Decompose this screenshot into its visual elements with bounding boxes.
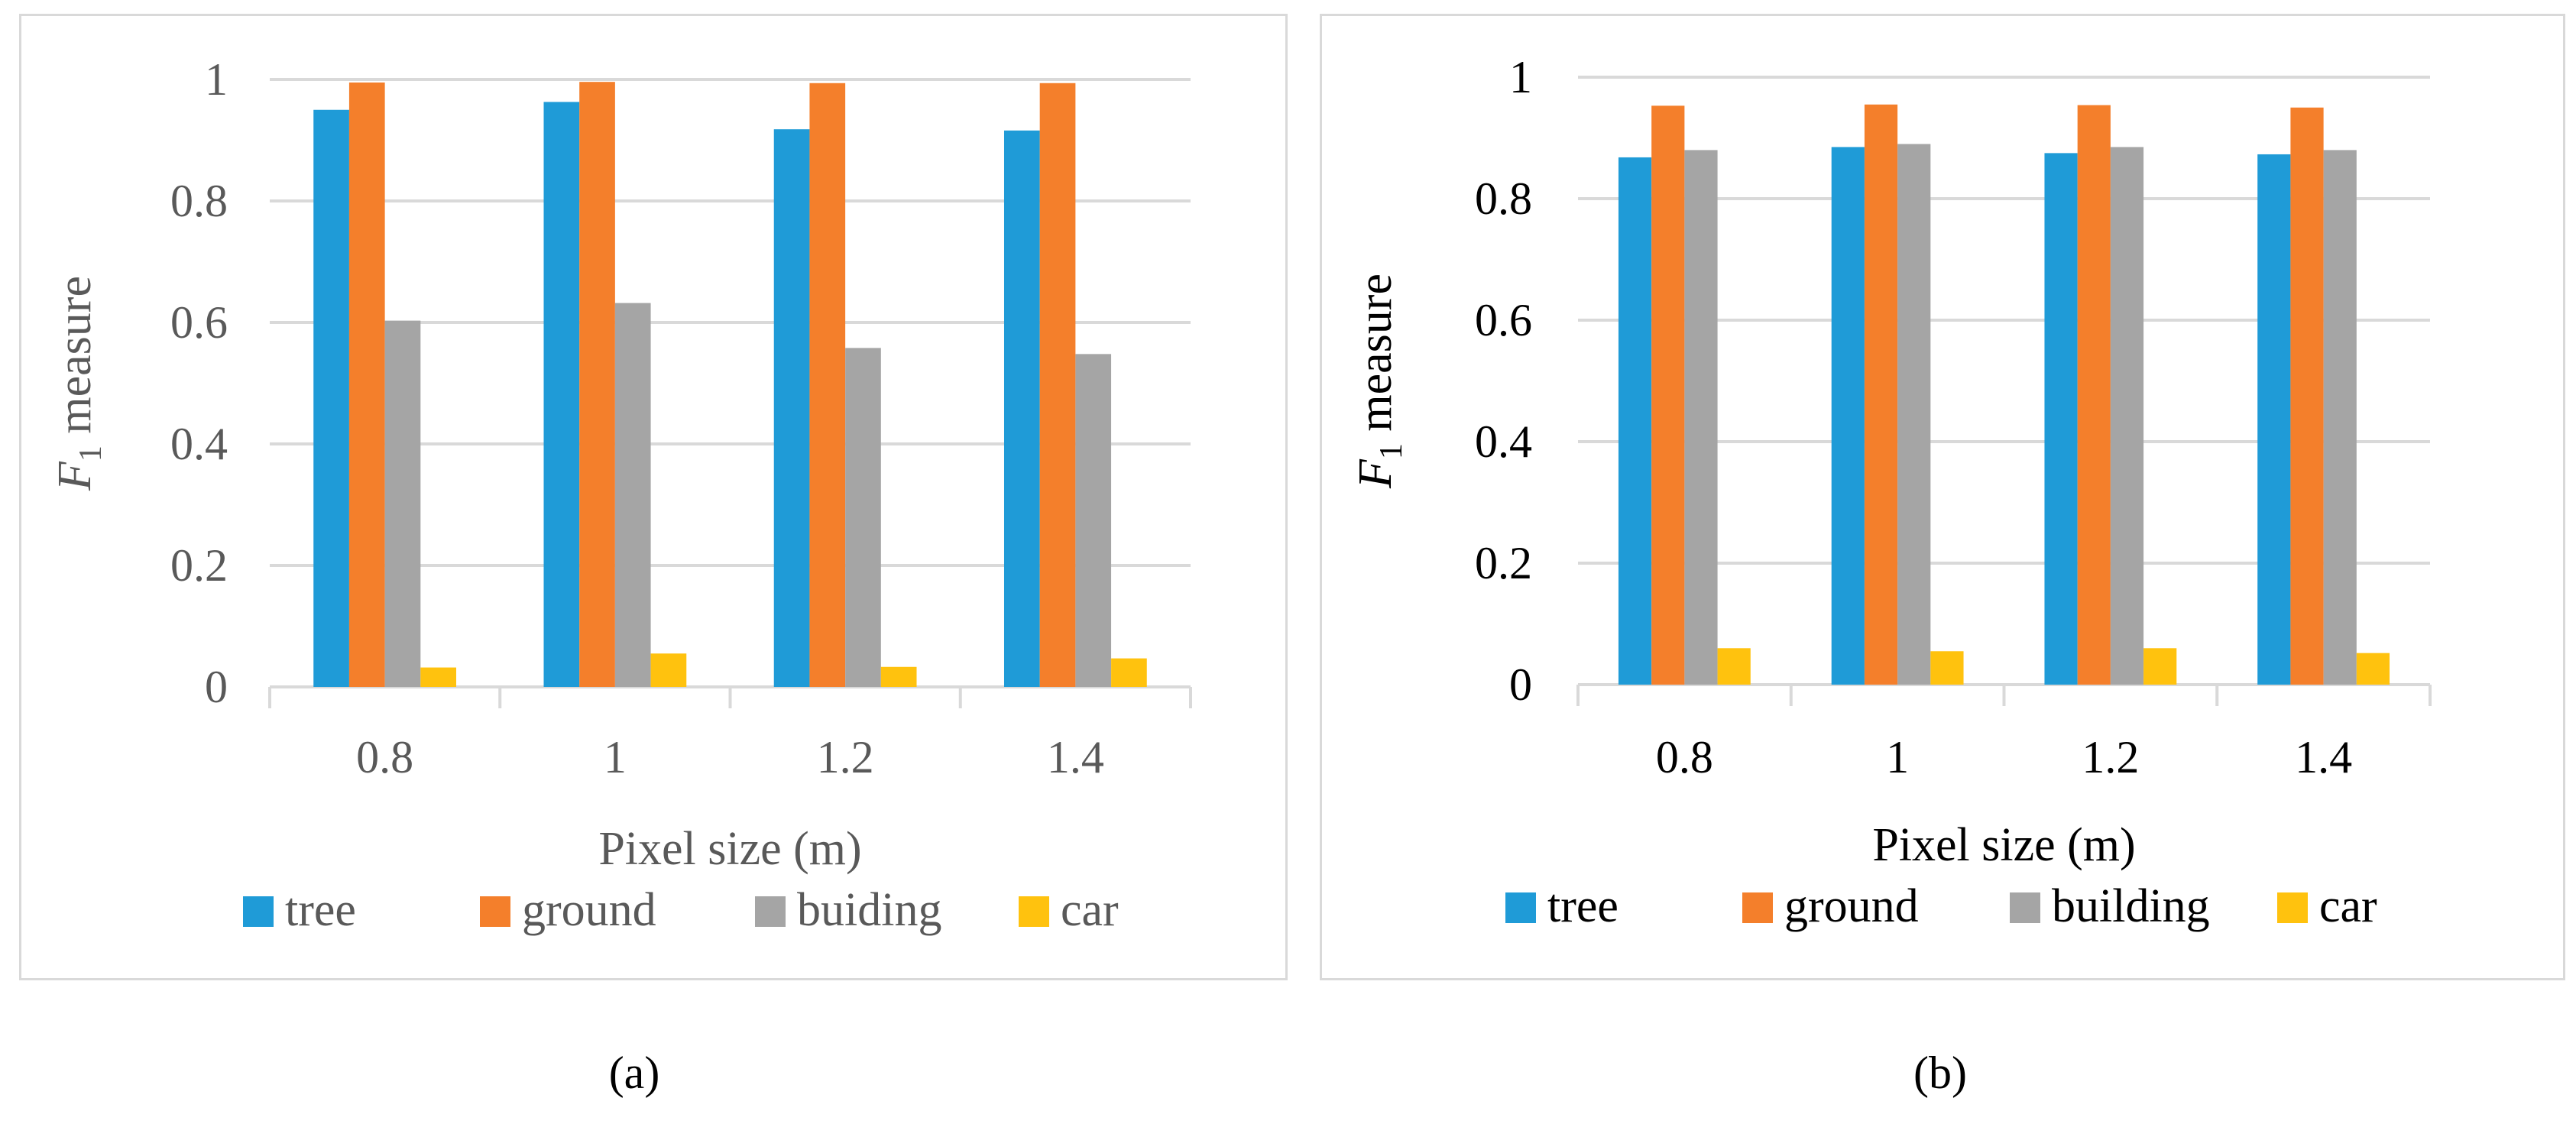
y-axis-label: F1 measure	[49, 276, 109, 491]
bar-tree-0.8	[1618, 157, 1652, 685]
legend-swatch-car	[1019, 896, 1049, 927]
legend-label-tree: tree	[285, 884, 356, 936]
x-tick-label: 1.4	[2295, 732, 2352, 782]
legend-swatch-building	[2010, 892, 2040, 923]
bar-tree-1.4	[2257, 154, 2291, 685]
bar-ground-1.2	[809, 83, 846, 687]
bar-tree-1.2	[2044, 153, 2078, 685]
y-tick-label: 0.6	[1475, 295, 1532, 345]
y-axis-label-text: measure	[1350, 274, 1401, 443]
bar-ground-0.8	[1651, 105, 1685, 685]
bar-car-1.2	[880, 666, 917, 687]
legend-swatch-buiding	[755, 896, 786, 927]
y-tick-label: 0.8	[1475, 173, 1532, 224]
legend-label-building: building	[2052, 880, 2210, 932]
bar-buiding-1.4	[1075, 354, 1112, 687]
bar-tree-1.2	[773, 129, 810, 687]
y-tick-label: 1	[205, 54, 228, 105]
bar-ground-1.4	[1039, 83, 1076, 687]
y-axis-label-subscript: 1	[1374, 443, 1409, 459]
y-tick-label: 0.2	[1475, 538, 1532, 588]
legend-swatch-ground	[480, 896, 510, 927]
legend-label-car: car	[1061, 884, 1119, 936]
x-tick-label: 1.2	[817, 732, 874, 782]
y-axis-label-text: measure	[49, 276, 101, 445]
chart-panel-a: 0 0.2 0.4 0.6 0.8 1 0.8 1 1.2 1.4 Pixel size (m) F1…	[19, 14, 1288, 980]
bar-building-1	[1897, 144, 1931, 685]
legend-label-tree: tree	[1547, 880, 1619, 932]
bar-car-0.8	[420, 667, 457, 687]
bar-ground-1.4	[2290, 107, 2324, 685]
y-axis-label-symbol: F	[1350, 458, 1401, 489]
legend-swatch-tree	[243, 896, 274, 927]
bar-tree-1.4	[1003, 130, 1040, 687]
bar-ground-0.8	[348, 82, 385, 688]
legend-label-ground: ground	[1784, 880, 1919, 932]
x-tick-label: 1.2	[2082, 732, 2139, 782]
legend-swatch-car	[2277, 892, 2308, 923]
legend-label-ground: ground	[522, 884, 656, 936]
bar-car-1.4	[1111, 658, 1147, 687]
y-tick-label: 0.4	[1475, 416, 1532, 467]
bar-tree-1	[543, 102, 580, 687]
bar-ground-1	[579, 82, 615, 688]
bar-car-1.2	[2143, 648, 2177, 685]
bar-building-1.2	[2110, 147, 2144, 685]
caption-b: (b)	[1913, 1048, 1967, 1098]
bar-building-0.8	[1684, 150, 1718, 685]
legend-label-buiding: buiding	[797, 884, 941, 936]
bar-buiding-0.8	[384, 320, 421, 687]
x-tick-label: 0.8	[356, 732, 413, 782]
bar-tree-0.8	[313, 109, 349, 687]
x-tick-label: 0.8	[1656, 732, 1713, 782]
legend-label-car: car	[2319, 880, 2377, 932]
y-tick-label: 0	[1509, 659, 1532, 710]
y-axis-label-subscript: 1	[73, 445, 109, 462]
bar-car-1.4	[2356, 653, 2390, 685]
x-axis-label: Pixel size (m)	[1872, 819, 2135, 871]
bar-tree-1	[1831, 147, 1865, 685]
legend-swatch-ground	[1742, 892, 1773, 923]
bar-buiding-1.2	[845, 348, 881, 687]
bar-ground-1.2	[2077, 105, 2111, 685]
caption-a: (a)	[608, 1048, 660, 1098]
bar-car-1	[650, 653, 687, 687]
bar-car-0.8	[1717, 648, 1751, 685]
y-tick-label: 0.8	[170, 176, 228, 226]
bar-ground-1	[1864, 104, 1898, 685]
y-tick-label: 1	[1509, 52, 1532, 102]
bar-buiding-1	[614, 303, 651, 687]
y-tick-label: 0.2	[170, 540, 228, 591]
y-axis-label: F1 measure	[1350, 274, 1409, 489]
legend-swatch-tree	[1505, 892, 1536, 923]
y-axis-label-symbol: F	[49, 461, 101, 491]
y-tick-label: 0.4	[170, 419, 228, 469]
y-tick-label: 0	[205, 662, 228, 712]
chart-panel-b: 0 0.2 0.4 0.6 0.8 1 0.8 1 1.2 1.4 Pixel size (m) F1…	[1320, 14, 2565, 980]
x-tick-label: 1.4	[1047, 732, 1104, 782]
x-axis-label: Pixel size (m)	[598, 823, 861, 875]
y-tick-label: 0.6	[170, 297, 228, 348]
x-tick-label: 1	[604, 732, 627, 782]
bar-building-1.4	[2323, 150, 2357, 685]
x-tick-label: 1	[1886, 732, 1909, 782]
bar-car-1	[1930, 651, 1964, 685]
